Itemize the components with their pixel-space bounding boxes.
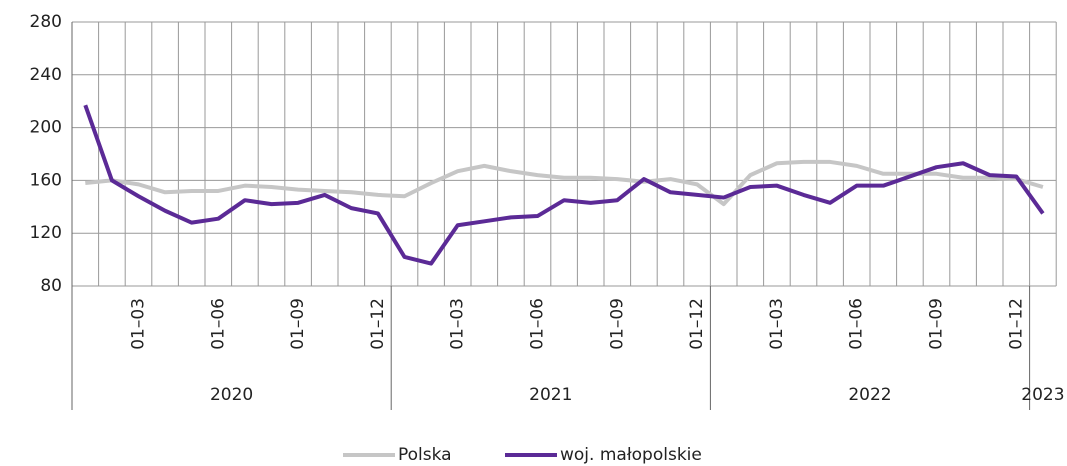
year-label: 2022	[848, 385, 891, 405]
series-line	[83, 104, 1045, 266]
x-tick-label: 01–06	[528, 298, 548, 350]
x-tick-label: 01–12	[1006, 298, 1026, 350]
x-tick-label: 01–12	[687, 298, 707, 350]
y-tick-label: 80	[40, 276, 62, 296]
x-tick-label: 01–09	[288, 298, 308, 350]
y-tick-label: 120	[30, 223, 62, 243]
x-tick-label: 01–03	[448, 298, 468, 350]
y-tick-label: 240	[30, 65, 62, 85]
y-tick-label: 280	[30, 12, 62, 32]
legend-label: Polska	[398, 445, 452, 465]
x-tick-label: 01–09	[607, 298, 627, 350]
x-tick-label: 01–06	[847, 298, 867, 350]
x-tick-label: 01–03	[767, 298, 787, 350]
year-label: 2023	[1021, 385, 1064, 405]
x-tick-label: 01–09	[927, 298, 947, 350]
y-tick-label: 200	[30, 118, 62, 138]
legend-label: woj. małopolskie	[560, 445, 702, 465]
year-label: 2020	[210, 385, 253, 405]
year-label: 2021	[529, 385, 572, 405]
x-tick-label: 01–03	[129, 298, 149, 350]
x-tick-label: 01–06	[208, 298, 228, 350]
series-line	[85, 159, 1044, 207]
x-tick-label: 01–12	[368, 298, 388, 350]
y-tick-label: 160	[30, 170, 62, 190]
